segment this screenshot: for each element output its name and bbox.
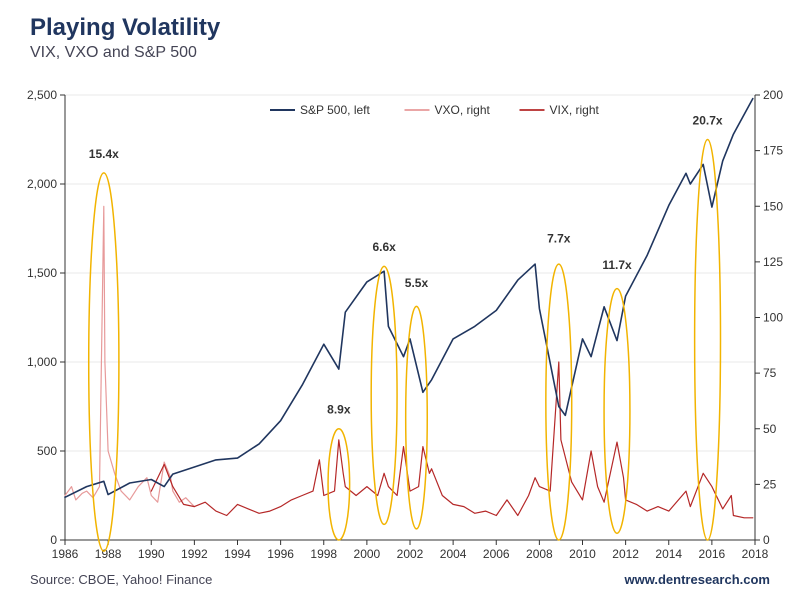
svg-text:2,000: 2,000: [27, 177, 57, 191]
svg-text:25: 25: [763, 477, 777, 491]
svg-text:1994: 1994: [224, 547, 251, 561]
svg-text:1998: 1998: [310, 547, 337, 561]
source-link: www.dentresearch.com: [625, 572, 770, 587]
chart-container: Playing Volatility VIX, VXO and S&P 500 …: [0, 0, 800, 597]
svg-text:1990: 1990: [138, 547, 165, 561]
svg-text:2018: 2018: [742, 547, 769, 561]
svg-text:1992: 1992: [181, 547, 208, 561]
svg-text:VIX, right: VIX, right: [550, 103, 600, 117]
svg-text:0: 0: [50, 533, 57, 547]
svg-text:8.9x: 8.9x: [327, 403, 351, 417]
svg-text:2010: 2010: [569, 547, 596, 561]
source-text: Source: CBOE, Yahoo! Finance: [30, 572, 212, 587]
svg-text:500: 500: [37, 444, 57, 458]
svg-text:0: 0: [763, 533, 770, 547]
svg-text:1,000: 1,000: [27, 355, 57, 369]
svg-text:6.6x: 6.6x: [372, 240, 396, 254]
svg-text:150: 150: [763, 199, 783, 213]
svg-text:VXO, right: VXO, right: [435, 103, 491, 117]
svg-text:2006: 2006: [483, 547, 510, 561]
svg-text:2008: 2008: [526, 547, 553, 561]
svg-text:2,500: 2,500: [27, 88, 57, 102]
svg-text:2002: 2002: [397, 547, 424, 561]
svg-text:2000: 2000: [354, 547, 381, 561]
svg-text:1988: 1988: [95, 547, 122, 561]
svg-text:7.7x: 7.7x: [547, 231, 571, 245]
svg-text:S&P 500, left: S&P 500, left: [300, 103, 370, 117]
svg-text:75: 75: [763, 366, 777, 380]
svg-text:1,500: 1,500: [27, 266, 57, 280]
svg-text:2016: 2016: [699, 547, 726, 561]
svg-text:2004: 2004: [440, 547, 467, 561]
svg-text:2012: 2012: [612, 547, 639, 561]
svg-text:2014: 2014: [655, 547, 682, 561]
svg-text:125: 125: [763, 255, 783, 269]
svg-text:20.7x: 20.7x: [693, 113, 723, 127]
svg-text:200: 200: [763, 88, 783, 102]
svg-text:5.5x: 5.5x: [405, 276, 429, 290]
svg-text:15.4x: 15.4x: [89, 147, 119, 161]
svg-text:1996: 1996: [267, 547, 294, 561]
chart-svg: 1986198819901992199419961998200020022004…: [0, 0, 800, 597]
svg-text:11.7x: 11.7x: [602, 258, 632, 272]
svg-text:100: 100: [763, 311, 783, 325]
svg-text:175: 175: [763, 144, 783, 158]
svg-text:1986: 1986: [52, 547, 79, 561]
svg-text:50: 50: [763, 422, 777, 436]
